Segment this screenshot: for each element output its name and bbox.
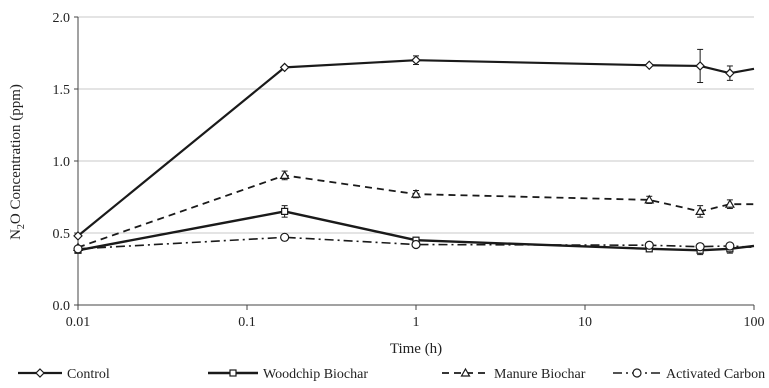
circle-marker — [280, 232, 290, 242]
diamond-marker — [73, 231, 83, 241]
diamond-marker — [35, 368, 45, 378]
y-axis-title: N2O Concentration (ppm) — [8, 84, 27, 240]
circle-marker — [632, 368, 642, 378]
series-line — [77, 174, 754, 249]
axes — [74, 16, 755, 310]
diamond-marker — [695, 61, 705, 71]
diamond-marker — [279, 62, 290, 73]
circle-marker — [411, 239, 421, 250]
x-tick-label: 10 — [578, 315, 592, 330]
legend-item-activated-carbon: Activated Carbon — [613, 367, 765, 382]
x-tick-label: 0.1 — [238, 315, 256, 330]
circle-marker — [73, 244, 83, 254]
diamond-marker — [725, 68, 735, 79]
legend: Control Woodchip Biochar Manure Biochar Act… — [18, 367, 765, 382]
tick-labels: 0.01 0.1 1 10 100 0.0 0.5 1.0 1.5 2.0 — [53, 11, 765, 330]
legend-item-control: Control — [18, 367, 110, 382]
series-control — [73, 48, 755, 241]
gridlines — [78, 16, 754, 234]
y-tick-label: 1.5 — [53, 83, 71, 98]
square-marker — [281, 207, 289, 215]
triangle-marker — [724, 198, 735, 208]
y-tick-label: 0.5 — [53, 227, 71, 242]
legend-label: Woodchip Biochar — [263, 367, 368, 382]
y-tick-label: 2.0 — [53, 11, 71, 26]
series-layer — [72, 48, 755, 256]
circle-marker — [725, 241, 735, 251]
x-axis-title: Time (h) — [390, 341, 442, 357]
triangle-marker — [460, 367, 471, 377]
y-axis-title-sub: 2 — [16, 224, 27, 229]
x-tick-label: 100 — [744, 315, 765, 330]
diamond-marker — [411, 55, 421, 66]
triangle-marker — [279, 170, 290, 179]
legend-label: Control — [67, 367, 110, 382]
circle-marker — [644, 240, 654, 250]
square-marker — [229, 369, 237, 377]
triangle-marker — [410, 188, 422, 198]
triangle-marker — [644, 194, 655, 204]
legend-item-manure-biochar: Manure Biochar — [442, 367, 586, 382]
x-tick-label: 0.01 — [66, 315, 91, 330]
series-line — [77, 59, 755, 237]
legend-item-woodchip-biochar: Woodchip Biochar — [208, 367, 368, 382]
legend-label: Manure Biochar — [494, 367, 586, 382]
series-activated-carbon — [73, 232, 755, 254]
triangle-marker — [695, 206, 706, 215]
y-axis-title-pre: N — [8, 229, 24, 240]
y-tick-label: 0.0 — [53, 299, 71, 314]
x-tick-label: 1 — [413, 315, 420, 330]
circle-marker — [695, 242, 705, 252]
y-axis-title-post: O Concentration (ppm) — [8, 84, 24, 224]
legend-label: Activated Carbon — [666, 367, 765, 382]
diamond-marker — [644, 60, 655, 71]
y-tick-label: 1.0 — [53, 155, 71, 170]
